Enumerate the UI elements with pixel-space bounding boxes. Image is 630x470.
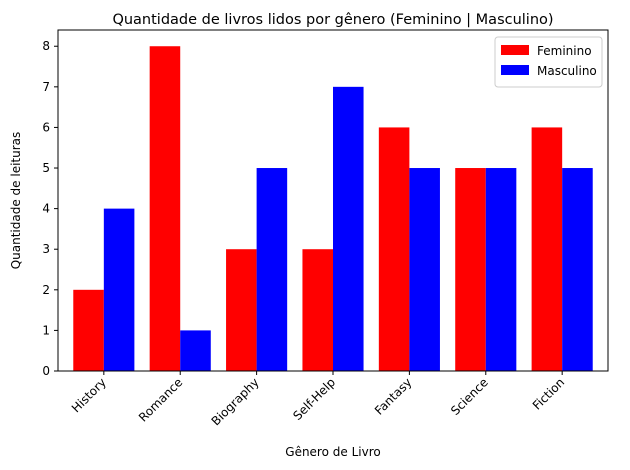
bar-feminino-self-help [302,249,333,371]
plot-frame [57,29,609,372]
bar-masculino-history [103,208,135,371]
x-tick-label: Romance [136,375,185,424]
y-tick-label: 5 [42,161,50,175]
bar-masculino-romance [180,330,211,371]
bar-feminino-history [73,289,104,371]
y-tick-label: 0 [42,364,50,378]
y-tick-label: 6 [42,120,50,134]
bar-masculino-biography [256,168,288,371]
x-tick-label: Self-Help [290,375,338,423]
bar-feminino-fantasy [378,127,410,371]
y-axis-label: Quantidade de leituras [9,132,23,270]
legend-swatch-feminino [501,45,529,55]
x-tick-label: Science [448,375,491,418]
y-tick-label: 1 [42,323,50,337]
bar-feminino-science [455,168,486,371]
legend-label-masculino: Masculino [537,64,597,78]
bar-masculino-fantasy [409,168,440,371]
legend-label-feminino: Feminino [537,44,592,58]
y-tick-label: 3 [42,242,50,256]
legend: Feminino Masculino [494,36,603,88]
bar-masculino-fiction [562,168,593,371]
x-tick-label: History [69,375,109,415]
y-tick-label: 7 [42,80,50,94]
legend-swatch-masculino [501,65,529,75]
plot-area: 0 1 2 3 4 5 6 7 8 History Romance Biography Self-Hel… [42,39,593,428]
x-tick-label: Fantasy [372,375,415,418]
y-tick-label: 2 [42,283,50,297]
bar-feminino-biography [226,249,257,371]
x-tick-label: Biography [209,375,262,428]
chart-title: Quantidade de livros lidos por gênero (F… [112,12,553,28]
bar-masculino-science [485,168,517,371]
x-axis-label: Gênero de Livro [285,445,380,459]
bar-masculino-self-help [333,86,364,371]
bar-feminino-romance [149,46,181,371]
bar-feminino-fiction [531,127,563,371]
x-tick-label: Fiction [530,375,567,412]
y-tick-label: 4 [42,202,50,216]
y-tick-label: 8 [42,39,50,53]
